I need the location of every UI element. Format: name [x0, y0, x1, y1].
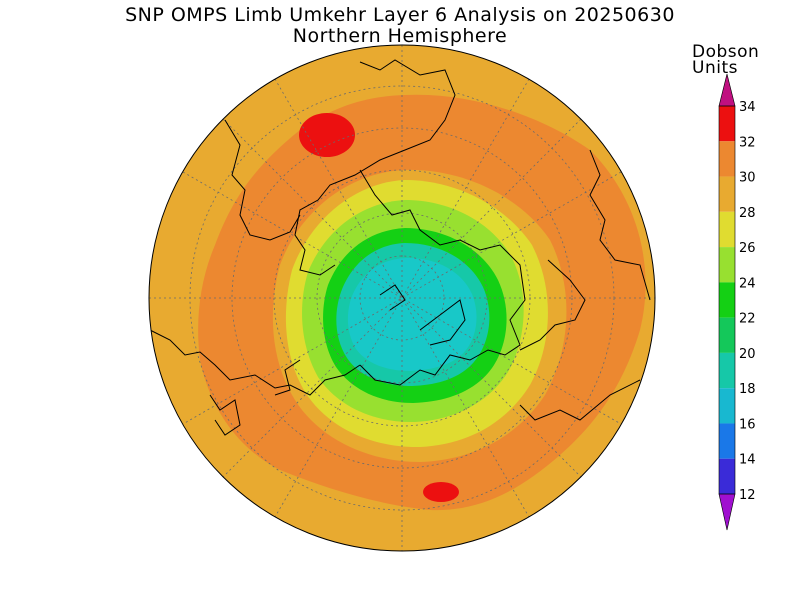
colorbar-tick-label: 34	[739, 100, 756, 115]
units-label: Dobson	[692, 42, 760, 62]
colorbar-segment	[719, 317, 735, 353]
colorbar-tick-label: 12	[739, 488, 756, 503]
units-label: Units	[692, 58, 738, 78]
colorbar-tick-label: 22	[739, 312, 756, 327]
map-boundary	[148, 44, 656, 552]
colorbar-segment	[719, 141, 735, 177]
colorbar-segment	[719, 106, 735, 142]
map-title: SNP OMPS Limb Umkehr Layer 6 Analysis on…	[125, 4, 675, 26]
colorbar-segment	[719, 352, 735, 389]
map-subtitle: Northern Hemisphere	[292, 25, 508, 47]
colorbar-tick-label: 26	[739, 241, 756, 256]
colorbar-segment	[719, 176, 735, 212]
colorbar-segment	[719, 282, 735, 318]
colorbar-tick-label: 28	[739, 206, 756, 221]
graticule	[149, 45, 655, 551]
colorbar-segment	[719, 211, 735, 248]
colorbar-segment	[719, 423, 735, 459]
colorbar-tick-label: 16	[739, 417, 756, 432]
colorbar-tick-label: 18	[739, 382, 756, 397]
band-32-34-blob	[423, 482, 459, 502]
band-32-34-blob	[299, 113, 355, 157]
colorbar-tick-label: 32	[739, 135, 756, 150]
band-18-20	[347, 258, 477, 371]
colorbar-segment	[719, 247, 735, 283]
colorbar-tick-label: 14	[739, 453, 756, 468]
colorbar-under-triangle	[718, 493, 736, 531]
coastlines	[149, 59, 651, 436]
colorbar-segment	[719, 458, 735, 494]
colorbar-tick-label: 30	[739, 171, 756, 186]
colorbar-tick-label: 24	[739, 276, 756, 291]
colorbar-over-triangle	[718, 73, 736, 107]
colorbar-segment	[719, 388, 735, 424]
colorbar-outline	[718, 105, 736, 495]
colorbar-tick-label: 20	[739, 347, 756, 362]
